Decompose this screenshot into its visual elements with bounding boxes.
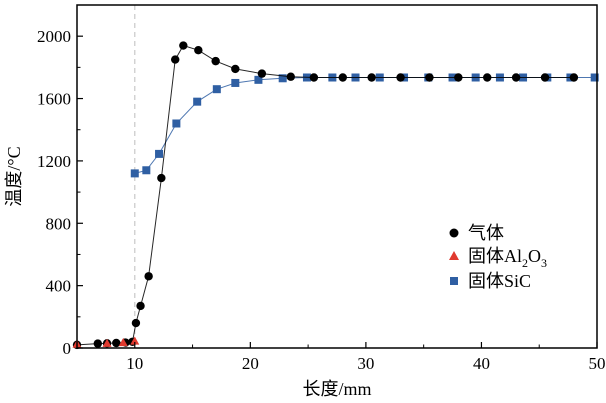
data-point-sic bbox=[130, 169, 139, 178]
legend-al2o3-sub-2: 2 bbox=[522, 256, 528, 270]
series-line-0 bbox=[76, 44, 574, 346]
x-tick-label: 50 bbox=[589, 354, 606, 373]
y-tick-label: 400 bbox=[46, 277, 72, 296]
data-point-sic bbox=[155, 149, 164, 158]
data-point-gas bbox=[454, 73, 463, 82]
data-point-gas bbox=[338, 73, 347, 82]
data-point-gas bbox=[211, 56, 220, 66]
y-axis-title: 温度/°C bbox=[4, 146, 24, 206]
data-point-gas bbox=[396, 73, 405, 82]
data-point-sic bbox=[142, 166, 151, 175]
legend-al2o3-part-o: O bbox=[528, 246, 541, 266]
data-point-gas bbox=[309, 73, 319, 82]
axis-ticks bbox=[77, 35, 598, 349]
legend-label-sic: 固体SiC bbox=[468, 271, 531, 291]
y-tick-label: 0 bbox=[63, 339, 72, 358]
legend-item-gas: 气体 bbox=[449, 223, 504, 243]
data-point-gas bbox=[540, 73, 550, 82]
plot-frame bbox=[76, 4, 598, 349]
legend-item-al2o3: 固体Al2O3 bbox=[449, 246, 547, 270]
data-point-sic bbox=[212, 85, 221, 94]
legend-al2o3-sub-3: 3 bbox=[541, 256, 547, 270]
axis-tick-labels: 10 20 30 40 50 0 400 800 1200 1600 2000 bbox=[37, 27, 606, 373]
x-axis-title: 长度/mm bbox=[302, 379, 371, 399]
data-point-sic bbox=[590, 73, 599, 82]
legend: 气体 固体Al2O3 固体SiC bbox=[449, 223, 547, 291]
legend-al2o3-part-a: 固体Al bbox=[468, 246, 522, 266]
data-point-gas bbox=[569, 73, 579, 82]
data-point-sic bbox=[278, 74, 287, 83]
data-point-al2o3 bbox=[118, 338, 128, 347]
data-point-gas bbox=[511, 73, 521, 82]
x-tick-label: 40 bbox=[473, 354, 490, 373]
data-point-gas bbox=[131, 318, 141, 328]
data-point-al2o3 bbox=[130, 336, 140, 345]
x-tick-label: 20 bbox=[242, 354, 259, 373]
data-point-sic bbox=[193, 97, 202, 106]
data-point-gas bbox=[483, 73, 492, 82]
data-point-sic bbox=[254, 75, 263, 84]
data-point-gas bbox=[157, 173, 166, 183]
y-tick-label: 800 bbox=[46, 214, 72, 233]
y-tick-label: 2000 bbox=[37, 27, 71, 46]
data-point-gas bbox=[144, 272, 153, 281]
data-point-gas bbox=[286, 72, 295, 81]
data-point-gas bbox=[425, 73, 434, 82]
y-tick-label: 1600 bbox=[37, 90, 71, 109]
y-tick-label: 1200 bbox=[37, 152, 71, 171]
series-line-2 bbox=[134, 77, 595, 174]
data-point-sic bbox=[172, 119, 181, 128]
series-layer bbox=[72, 41, 599, 350]
legend-marker-circle bbox=[449, 228, 459, 238]
data-point-gas bbox=[112, 338, 121, 348]
data-point-gas bbox=[231, 64, 240, 74]
legend-marker-triangle bbox=[449, 251, 459, 260]
legend-item-sic: 固体SiC bbox=[450, 271, 531, 291]
data-point-sic bbox=[231, 78, 240, 87]
legend-label-al2o3: 固体Al2O3 bbox=[468, 246, 547, 270]
data-point-gas bbox=[367, 73, 376, 82]
data-point-gas bbox=[257, 69, 267, 78]
data-point-gas bbox=[93, 339, 103, 348]
data-point-gas bbox=[194, 46, 203, 55]
x-tick-label: 10 bbox=[126, 354, 143, 373]
legend-marker-square bbox=[450, 277, 458, 285]
data-point-gas bbox=[136, 301, 145, 311]
data-point-al2o3 bbox=[102, 338, 112, 347]
legend-label-gas: 气体 bbox=[468, 223, 504, 243]
x-tick-label: 30 bbox=[357, 354, 374, 373]
data-point-gas bbox=[179, 41, 188, 50]
data-point-gas bbox=[171, 55, 180, 64]
